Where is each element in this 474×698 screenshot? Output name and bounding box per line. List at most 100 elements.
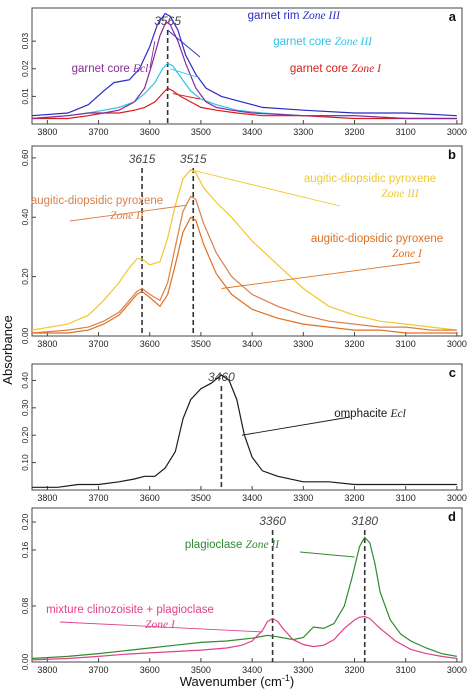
x-tick-label: 3700	[89, 665, 109, 675]
legend-label: augitic-diopsidic pyroxene Zone III	[304, 173, 436, 200]
series-line	[31, 615, 457, 661]
x-tick-label: 3200	[344, 127, 364, 137]
x-tick-label: 3100	[396, 339, 416, 349]
x-tick-label: 3600	[140, 493, 160, 503]
y-tick-label: 0.60	[20, 149, 30, 166]
y-tick-label: 0.40	[20, 209, 30, 226]
legend-zone: Zone I	[392, 248, 423, 260]
x-tick-label: 3000	[447, 127, 467, 137]
legend-series-name: augitic-diopsidic pyroxene	[311, 233, 443, 245]
y-tick-label: 0.00	[20, 327, 30, 344]
x-axis-label: Wavenumber (cm-1)	[180, 673, 294, 689]
legend-leader-line	[172, 93, 201, 100]
legend-leader-line	[241, 416, 351, 436]
panel-letter: a	[449, 9, 457, 24]
y-tick-label: 0.01	[20, 88, 30, 105]
legend-series-name: garnet core	[273, 36, 334, 48]
legend-leader-line	[149, 41, 156, 69]
x-tick-label: 3400	[242, 127, 262, 137]
x-tick-label: 3500	[191, 493, 211, 503]
legend-label: garnet core Zone III	[273, 36, 373, 48]
peak-marker-label: 3615	[129, 152, 156, 166]
y-tick-label: 0.40	[20, 372, 30, 389]
series-line	[31, 20, 457, 120]
y-tick-label: 0.30	[20, 399, 30, 416]
legend-leader-line	[190, 169, 341, 207]
x-tick-label: 3300	[293, 339, 313, 349]
legend-label: garnet rim Zone III	[248, 10, 342, 22]
legend-leader-line	[221, 261, 421, 289]
legend-leader-line	[299, 551, 355, 558]
x-tick-label: 3000	[447, 339, 467, 349]
x-tick-label: 3100	[396, 493, 416, 503]
peak-marker-label: 3360	[259, 514, 286, 528]
x-tick-label: 3800	[37, 665, 57, 675]
x-tick-label: 3400	[242, 339, 262, 349]
x-tick-label: 3100	[396, 665, 416, 675]
y-tick-label: 0.02	[20, 60, 30, 77]
x-tick-label: 3300	[293, 493, 313, 503]
legend-series-name: mixture clinozoisite + plagioclase	[46, 604, 214, 616]
y-tick-label: 0.20	[20, 427, 30, 444]
peak-marker-label: 3565	[154, 14, 181, 28]
series-line	[32, 216, 457, 334]
x-tick-label: 3700	[89, 127, 109, 137]
legend-zone: Ecl	[132, 63, 148, 75]
x-tick-label: 3200	[344, 665, 364, 675]
x-tick-label: 3500	[191, 339, 211, 349]
x-tick-label: 3700	[89, 339, 109, 349]
legend-series-name: augitic-diopsidic pyroxene	[31, 195, 163, 207]
x-tick-label: 3600	[140, 665, 160, 675]
legend-zone: Zone III	[335, 36, 374, 48]
x-tick-label: 3100	[396, 127, 416, 137]
legend-zone: Zone III	[381, 188, 420, 200]
legend-label: augitic-diopsidic pyroxene Zone II	[31, 195, 163, 222]
legend-leader-line	[167, 29, 201, 58]
legend-series-name: garnet core	[72, 63, 133, 75]
legend-label: garnet core Ecl	[72, 63, 149, 75]
series-line	[32, 87, 457, 120]
panel-frame	[31, 7, 463, 125]
x-tick-label: 3200	[344, 493, 364, 503]
panel-frame	[31, 507, 463, 663]
x-tick-label: 3000	[447, 493, 467, 503]
x-tick-label: 3300	[293, 665, 313, 675]
series-line	[31, 195, 457, 334]
x-tick-label: 3800	[37, 493, 57, 503]
legend-series-name: omphacite	[334, 408, 390, 420]
y-tick-label: 0.00	[20, 653, 30, 670]
legend-leader-line	[69, 204, 186, 222]
series-line	[31, 168, 457, 331]
x-tick-label: 3800	[37, 127, 57, 137]
legend-zone: Ecl	[389, 408, 405, 420]
legend-zone: Zone I	[351, 63, 382, 75]
legend-leader-line	[59, 621, 263, 633]
y-tick-label: 0.20	[20, 268, 30, 285]
legend-label: omphacite Ecl	[334, 408, 406, 420]
legend-series-name: garnet core	[290, 63, 351, 75]
panel-c: 3800 3700 3600 3500 3400 3300 3200 3100 3000 0.10…	[20, 363, 467, 503]
panel-letter: b	[448, 147, 456, 162]
x-tick-label: 3000	[447, 665, 467, 675]
panel-frame	[31, 145, 463, 337]
legend-label: augitic-diopsidic pyroxene Zone I	[311, 233, 443, 260]
x-tick-label: 3200	[344, 339, 364, 349]
panel-a: 3800 3700 3600 3500 3400 3300 3200 3100 3000 0.01…	[20, 7, 467, 137]
y-tick-label: 0.03	[20, 33, 30, 50]
series-line	[32, 374, 457, 488]
x-tick-label: 3300	[293, 127, 313, 137]
x-tick-label: 3600	[140, 127, 160, 137]
peak-marker-label: 3180	[351, 514, 378, 528]
legend-label: garnet core Zone I	[290, 63, 382, 75]
legend-series-name: plagioclase	[185, 539, 246, 551]
legend-zone: Zone I	[145, 619, 176, 631]
x-tick-label: 3500	[191, 127, 211, 137]
chart-panels: 3800 3700 3600 3500 3400 3300 3200 3100 3000 0.01…	[20, 7, 467, 675]
legend-label: plagioclase Zone II	[185, 539, 280, 551]
legend-zone: Zone III	[303, 10, 342, 22]
series-line	[31, 12, 457, 117]
panel-frame	[31, 363, 463, 491]
legend-zone: Zone II	[110, 210, 145, 222]
